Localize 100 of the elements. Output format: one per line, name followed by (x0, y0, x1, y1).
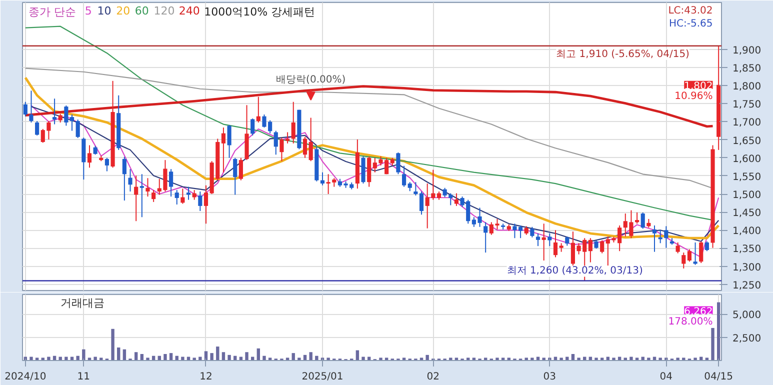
text: 120 (154, 4, 175, 18)
candlestick (227, 124, 232, 158)
candlestick (180, 188, 185, 204)
bar (76, 356, 80, 360)
candlestick (704, 240, 709, 252)
y-tick-label: 1,900 (732, 45, 762, 56)
candlestick (530, 226, 534, 238)
bar (676, 358, 680, 360)
y-tick-label: 1,700 (732, 118, 762, 129)
candlestick (682, 252, 686, 269)
annotation: 배당락(0.00%) (276, 74, 346, 86)
y-tick-label: 1,850 (732, 64, 762, 75)
candlestick (122, 156, 126, 202)
candlestick (536, 232, 540, 247)
candlestick (104, 157, 109, 172)
y-tick-label: 1,500 (732, 190, 762, 202)
bar (716, 302, 720, 360)
bar (117, 347, 120, 360)
y-tick-label: 1,800 (732, 82, 762, 93)
x-tick-label: 11 (77, 372, 90, 382)
candlestick (35, 120, 40, 136)
y-tick-label: 1,350 (732, 244, 762, 256)
y-tick-label: 1,250 (732, 280, 762, 292)
annotation: LC:43.02 (668, 6, 713, 16)
text: 5 (84, 4, 92, 18)
annotation: 6,262 (684, 306, 713, 318)
bar (496, 358, 499, 360)
candlestick (87, 144, 92, 168)
x-tick-label: 2025/01 (302, 372, 344, 382)
candlestick (414, 182, 418, 196)
candlestick (256, 96, 260, 123)
candlestick (553, 230, 558, 258)
candlestick (64, 104, 68, 126)
bar (577, 358, 580, 360)
candlestick (146, 178, 150, 198)
candlestick (152, 190, 156, 202)
y-tick-label: 1,450 (732, 208, 762, 220)
ref-line-label: 최고 1,910 (-5.65%, 04/15) (556, 48, 690, 60)
candlestick (419, 190, 424, 216)
candlestick (542, 223, 546, 262)
y-tick-label: 2,500 (732, 333, 762, 344)
candlestick (204, 184, 208, 224)
bar (379, 358, 382, 360)
candlestick (302, 136, 308, 158)
candlestick (693, 242, 698, 266)
candlestick (635, 212, 640, 224)
candlestick (274, 130, 278, 156)
bar (647, 358, 650, 360)
candlestick (484, 222, 488, 254)
candlestick (320, 172, 325, 186)
candlestick (308, 117, 313, 162)
bar (612, 358, 616, 360)
candlestick (70, 114, 74, 132)
bar (560, 358, 563, 360)
text: 240 (178, 4, 200, 18)
bar (542, 358, 546, 360)
bar (711, 328, 714, 360)
candlestick (640, 212, 645, 230)
candlestick (238, 157, 243, 181)
legend-title: 종가 단순 (28, 6, 76, 18)
line-series (24, 76, 720, 240)
candlestick (454, 192, 458, 206)
y-tick-label: 1,300 (732, 262, 762, 274)
y-tick-label: 5,000 (732, 310, 762, 322)
candlestick (548, 232, 552, 247)
candlestick (233, 157, 238, 196)
candlestick (82, 137, 86, 180)
x-tick-label: 02 (426, 372, 440, 382)
candlestick (565, 236, 570, 246)
bar (315, 356, 318, 360)
bar (694, 358, 697, 360)
candlestick (396, 152, 400, 175)
bar (216, 346, 220, 360)
candlestick (676, 242, 680, 254)
bar (298, 358, 301, 360)
candlestick (687, 248, 692, 262)
candlestick (134, 175, 138, 222)
candlestick (588, 238, 592, 263)
candlestick (198, 190, 202, 212)
bar (309, 352, 312, 360)
bar (134, 352, 138, 360)
bar (658, 358, 662, 360)
candlestick (192, 190, 196, 200)
candlestick (128, 168, 132, 192)
y-tick-label: 1,400 (732, 226, 762, 238)
candlestick (600, 240, 604, 254)
bar (245, 352, 248, 360)
bar (82, 349, 86, 360)
bar (262, 356, 266, 360)
candlestick (250, 118, 255, 136)
annotation: HC:-5.65 (669, 18, 713, 30)
bar (228, 354, 231, 360)
candlestick (408, 182, 412, 192)
chart-title: 거래대금 (60, 296, 104, 310)
text: 20 (116, 4, 130, 18)
candlestick (221, 127, 226, 173)
x-tick-label: 04 (660, 372, 673, 382)
text: 60 (134, 4, 149, 18)
bar (426, 354, 429, 360)
y-tick-label: 1,750 (732, 100, 762, 111)
